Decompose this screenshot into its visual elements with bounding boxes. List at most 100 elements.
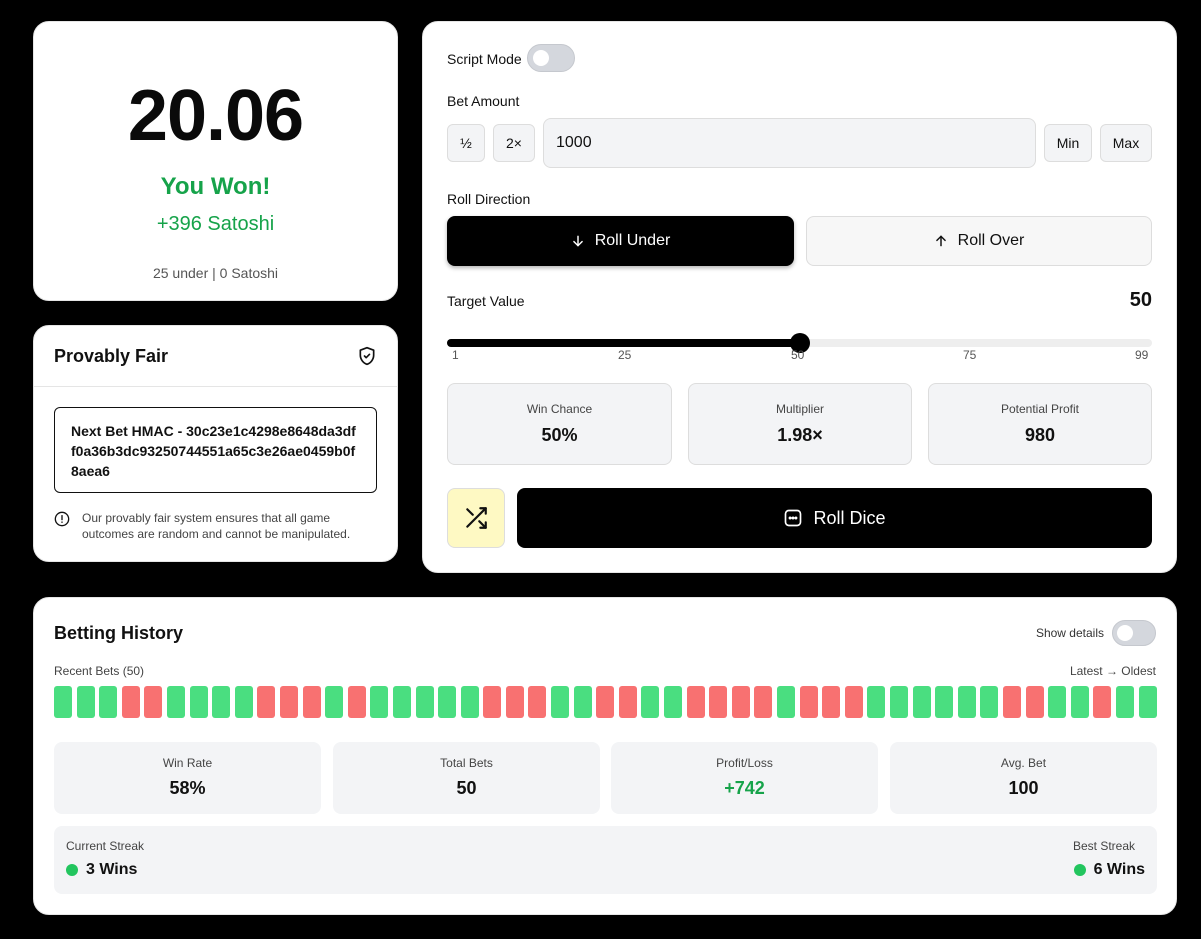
- bet-bar-loss[interactable]: [596, 686, 615, 718]
- bet-bar-loss[interactable]: [686, 686, 705, 718]
- bet-bar-win[interactable]: [551, 686, 570, 718]
- recent-bets-bars: [54, 686, 1157, 718]
- provably-fair-header: Provably Fair: [34, 326, 397, 387]
- profit-loss-box: Profit/Loss +742: [611, 742, 878, 814]
- multiplier-box: Multiplier 1.98×: [688, 383, 912, 465]
- roll-dice-button[interactable]: Roll Dice: [517, 488, 1152, 548]
- streak-box: Current Streak 3 Wins Best Streak 6 Wins: [54, 826, 1157, 894]
- bet-bar-win[interactable]: [889, 686, 908, 718]
- stat-value: 50: [456, 778, 477, 798]
- bet-bar-win[interactable]: [76, 686, 95, 718]
- streak-dot-icon: [66, 864, 78, 876]
- bet-bar-win[interactable]: [957, 686, 976, 718]
- bet-bar-win[interactable]: [54, 686, 72, 718]
- bet-bar-win[interactable]: [980, 686, 999, 718]
- target-value-label: Target Value: [447, 293, 525, 309]
- bet-bar-loss[interactable]: [709, 686, 728, 718]
- roll-over-label: Roll Over: [957, 232, 1025, 249]
- bet-bar-win[interactable]: [438, 686, 457, 718]
- bet-bar-win[interactable]: [573, 686, 592, 718]
- provably-fair-title: Provably Fair: [54, 346, 169, 366]
- bet-bar-loss[interactable]: [1002, 686, 1021, 718]
- bet-bar-loss[interactable]: [144, 686, 163, 718]
- stat-value: 100: [1008, 778, 1039, 798]
- bet-bar-loss[interactable]: [844, 686, 863, 718]
- bet-bar-loss[interactable]: [1025, 686, 1044, 718]
- target-slider[interactable]: [447, 333, 1152, 353]
- bet-bar-win[interactable]: [912, 686, 931, 718]
- slider-fill: [447, 339, 800, 347]
- bet-bar-loss[interactable]: [731, 686, 750, 718]
- bet-bar-win[interactable]: [1115, 686, 1134, 718]
- bet-bar-loss[interactable]: [257, 686, 276, 718]
- bet-bar-win[interactable]: [392, 686, 411, 718]
- double-bet-button[interactable]: 2×: [493, 124, 535, 162]
- provably-fair-note: Our provably fair system ensures that al…: [82, 511, 351, 541]
- stat-label: Multiplier: [775, 402, 824, 416]
- bet-bar-loss[interactable]: [528, 686, 547, 718]
- roll-direction-label: Roll Direction: [447, 191, 531, 207]
- shield-check-icon: [359, 346, 375, 366]
- best-streak: 6 Wins: [1073, 861, 1145, 879]
- bet-bar-loss[interactable]: [347, 686, 366, 718]
- show-details-toggle[interactable]: [1112, 620, 1156, 646]
- slider-tick: 75: [963, 348, 977, 362]
- roll-under-button[interactable]: Roll Under: [447, 216, 794, 266]
- bet-bar-win[interactable]: [212, 686, 231, 718]
- bet-bar-loss[interactable]: [505, 686, 524, 718]
- bet-bar-loss[interactable]: [302, 686, 321, 718]
- slider-tick: 99: [1135, 348, 1149, 362]
- current-streak: 3 Wins: [66, 861, 137, 879]
- bet-bar-win[interactable]: [935, 686, 954, 718]
- streak-dot-icon: [1073, 864, 1086, 876]
- bet-bar-win[interactable]: [1070, 686, 1089, 718]
- bet-bar-loss[interactable]: [754, 686, 773, 718]
- shuffle-button[interactable]: [447, 488, 505, 548]
- shuffle-icon: [466, 507, 487, 529]
- bet-bar-loss[interactable]: [483, 686, 502, 718]
- half-bet-button[interactable]: ½: [447, 124, 485, 162]
- roll-under-label: Roll Under: [594, 232, 671, 249]
- bet-bar-loss[interactable]: [618, 686, 637, 718]
- stat-value: 50%: [541, 425, 578, 445]
- bet-bar-loss[interactable]: [822, 686, 841, 718]
- bet-bar-win[interactable]: [370, 686, 389, 718]
- result-status: You Won!: [160, 173, 271, 200]
- current-streak-value: 3 Wins: [86, 861, 138, 878]
- order-label: Latest → Oldest: [1069, 664, 1156, 678]
- bet-bar-win[interactable]: [1048, 686, 1067, 718]
- bet-bar-win[interactable]: [189, 686, 208, 718]
- current-streak-label: Current Streak: [66, 839, 145, 853]
- bet-bar-win[interactable]: [664, 686, 683, 718]
- script-mode-toggle[interactable]: [527, 44, 575, 72]
- bet-bar-win[interactable]: [234, 686, 253, 718]
- hmac-box: Next Bet HMAC - 30c23e1c4298e8648da3dff0…: [54, 407, 377, 493]
- stat-value: 58%: [169, 778, 206, 798]
- stat-label: Potential Profit: [1000, 402, 1080, 416]
- bet-amount-input[interactable]: [543, 118, 1036, 168]
- bet-bar-loss[interactable]: [1093, 686, 1112, 718]
- min-bet-button[interactable]: Min: [1044, 124, 1092, 162]
- bet-bar-win[interactable]: [1138, 686, 1157, 718]
- arrow-up-icon: [935, 235, 946, 247]
- bet-bar-win[interactable]: [777, 686, 795, 718]
- bet-bar-win[interactable]: [166, 686, 185, 718]
- bet-bar-win[interactable]: [641, 686, 660, 718]
- avg-bet-box: Avg. Bet 100: [890, 742, 1157, 814]
- slider-thumb[interactable]: [789, 333, 810, 353]
- bet-bar-win[interactable]: [460, 686, 479, 718]
- bet-bar-win[interactable]: [415, 686, 434, 718]
- bet-bar-loss[interactable]: [279, 686, 298, 718]
- max-bet-button[interactable]: Max: [1100, 124, 1152, 162]
- roll-over-button[interactable]: Roll Over: [806, 216, 1152, 266]
- stat-label: Avg. Bet: [1000, 756, 1047, 770]
- bet-bar-loss[interactable]: [799, 686, 818, 718]
- bet-bar-loss[interactable]: [121, 686, 140, 718]
- betting-history-card: Betting History Show details Recent Bets…: [33, 597, 1177, 915]
- bet-bar-win[interactable]: [867, 686, 886, 718]
- stat-value: 1.98×: [777, 425, 823, 445]
- target-value: 50: [1129, 289, 1152, 311]
- stat-value: 980: [1024, 425, 1056, 445]
- bet-bar-win[interactable]: [99, 686, 118, 718]
- bet-bar-win[interactable]: [325, 686, 344, 718]
